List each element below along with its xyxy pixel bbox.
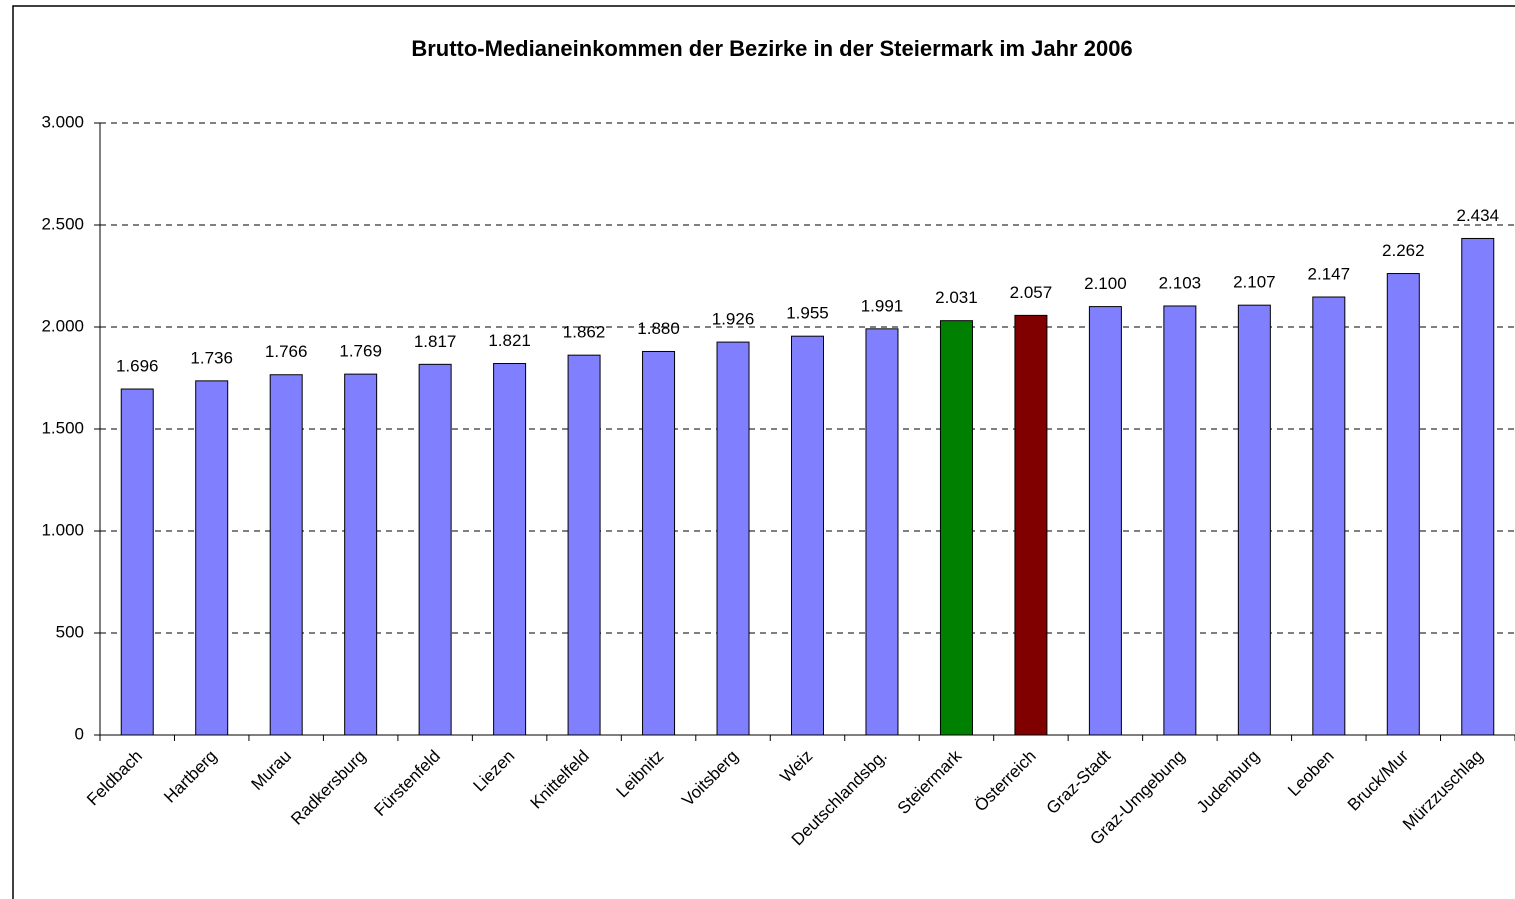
- data-label: 2.057: [1010, 283, 1053, 302]
- bar: [269, 374, 303, 736]
- data-label: 1.696: [116, 357, 159, 376]
- data-label: 1.769: [339, 342, 382, 361]
- bar: [1088, 306, 1122, 736]
- data-label: 1.766: [265, 342, 308, 361]
- bar: [939, 320, 973, 736]
- bar: [865, 328, 899, 736]
- data-label: 2.262: [1382, 241, 1425, 260]
- bar: [1163, 305, 1197, 736]
- bar: [642, 350, 676, 736]
- y-tick-label: 1.000: [41, 520, 84, 539]
- y-tick-label: 3.000: [41, 112, 84, 131]
- data-label: 2.147: [1308, 264, 1351, 283]
- bar: [195, 380, 229, 736]
- bar: [344, 373, 378, 736]
- data-label: 2.434: [1456, 206, 1499, 225]
- bar: [1386, 273, 1420, 736]
- data-label: 1.991: [861, 296, 904, 315]
- data-label: 1.817: [414, 332, 457, 351]
- bar: [418, 363, 452, 736]
- y-tick-label: 1.500: [41, 418, 84, 437]
- bar: [1461, 237, 1495, 736]
- bar: [1014, 314, 1048, 736]
- y-tick-label: 500: [56, 622, 84, 641]
- chart-title: Brutto-Medianeinkommen der Bezirke in de…: [411, 36, 1132, 61]
- bar: [567, 354, 601, 736]
- y-tick-label: 2.000: [41, 316, 84, 335]
- data-label: 1.736: [190, 348, 233, 367]
- bar: [493, 363, 527, 736]
- y-tick-label: 2.500: [41, 214, 84, 233]
- data-label: 1.955: [786, 304, 829, 323]
- bar: [791, 335, 824, 736]
- bar: [716, 341, 750, 736]
- data-label: 2.100: [1084, 274, 1127, 293]
- bar: [1312, 296, 1346, 736]
- y-tick-label: 0: [75, 724, 84, 743]
- data-label: 1.880: [637, 319, 680, 338]
- data-label: 2.031: [935, 288, 978, 307]
- data-label: 2.107: [1233, 273, 1276, 292]
- data-label: 2.103: [1159, 273, 1202, 292]
- bar: [120, 388, 154, 736]
- bar: [1237, 304, 1271, 736]
- data-label: 1.862: [563, 323, 606, 342]
- chart-frame: [12, 5, 1515, 899]
- data-label: 1.926: [712, 310, 755, 329]
- data-label: 1.821: [488, 331, 531, 350]
